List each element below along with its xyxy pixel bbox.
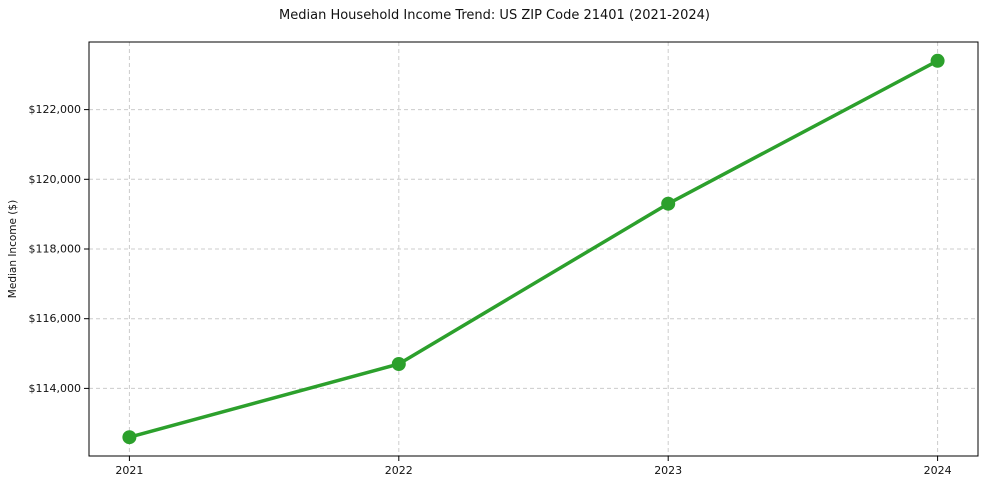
y-tick-label: $116,000 [29,312,82,325]
x-tick-label: 2022 [385,464,413,477]
y-tick-label: $118,000 [29,243,82,256]
x-tick-label: 2023 [654,464,682,477]
x-tick-label: 2024 [924,464,952,477]
data-point-marker [930,53,945,68]
chart-title: Median Household Income Trend: US ZIP Co… [279,8,710,23]
y-tick-label: $114,000 [29,382,82,395]
x-tick-label: 2021 [115,464,143,477]
trend-line [128,59,939,439]
y-tick-label: $122,000 [29,103,82,116]
data-point-marker [391,357,406,371]
data-point-marker [661,196,676,211]
data-point-marker [122,430,137,445]
plot-border [88,41,979,457]
y-tick-label: $120,000 [29,173,82,186]
